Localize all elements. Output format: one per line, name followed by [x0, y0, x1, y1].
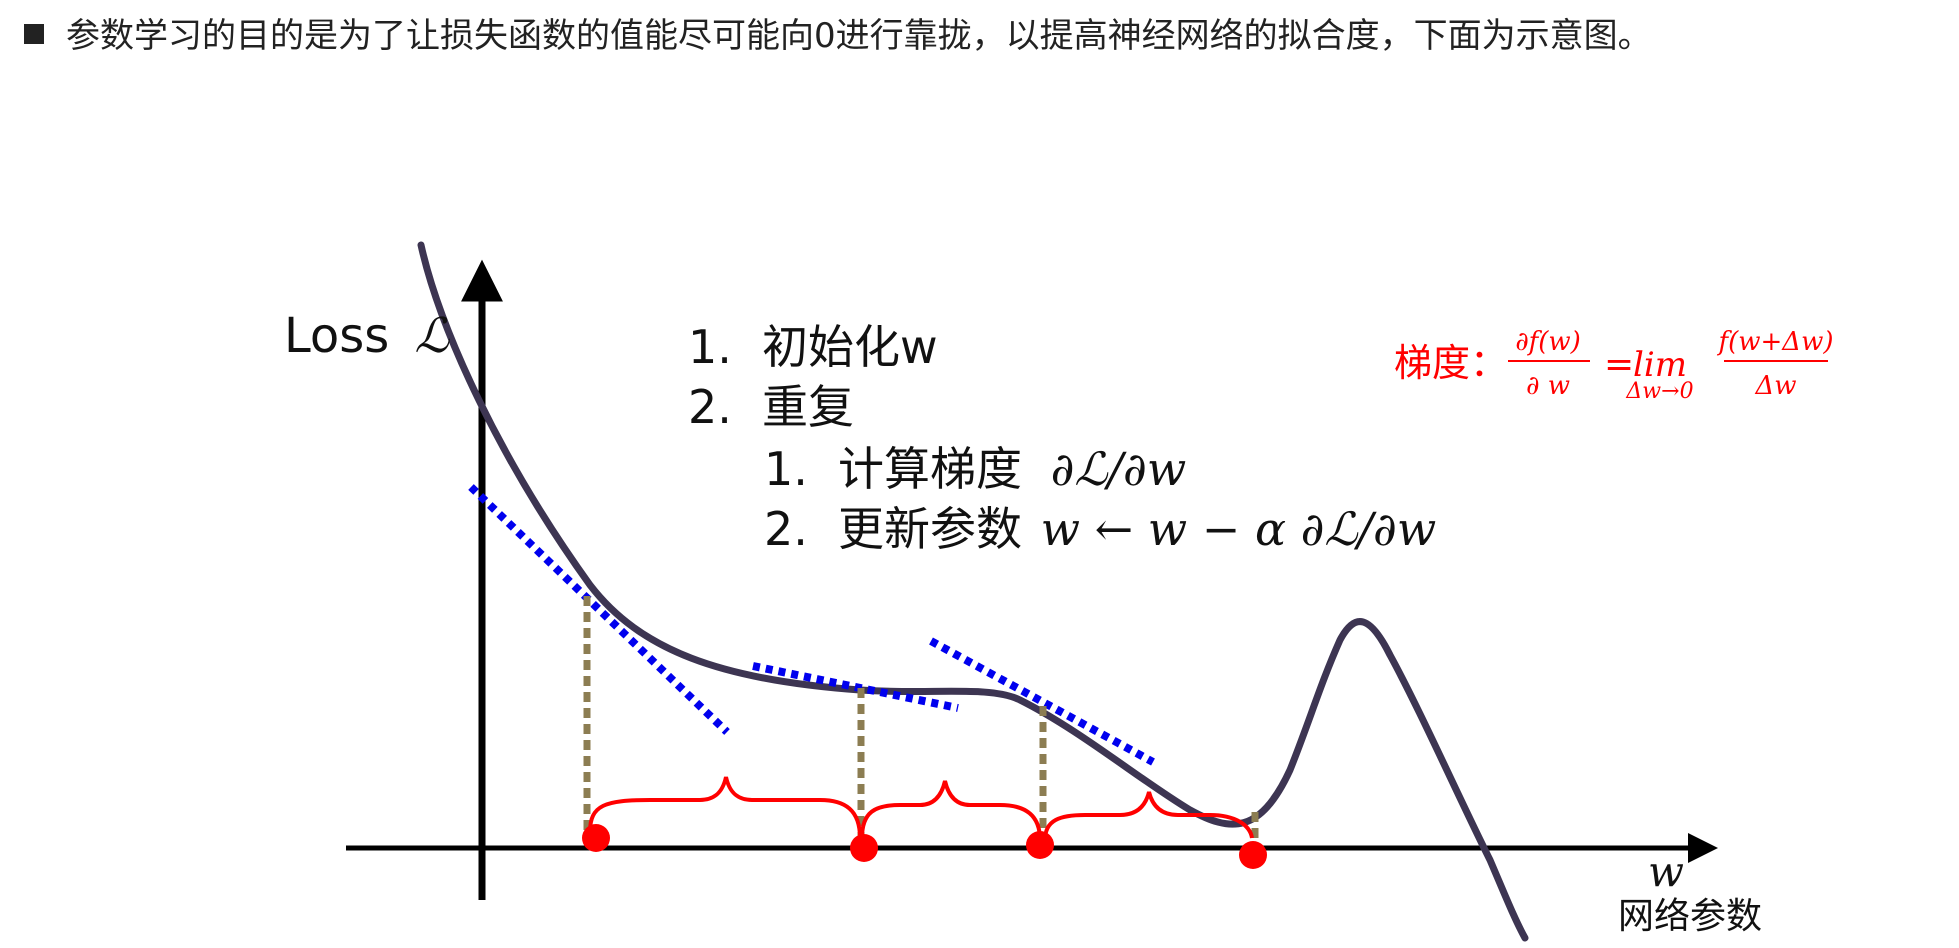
- loss-curve: [417, 241, 1529, 942]
- brace-3: [1043, 791, 1254, 841]
- step-2-text: 重复: [762, 380, 854, 434]
- gradient-label: 梯度：: [1394, 341, 1508, 385]
- gradient-formula: 梯度： ∂f(w) ∂ w = lim Δw→0 f(w+Δw) Δw: [1394, 327, 1833, 404]
- gradient-denominator: ∂ w: [1526, 371, 1570, 401]
- brace-1: [588, 776, 862, 839]
- square-bullet-icon: [24, 23, 44, 44]
- substep-2-number: 2.: [764, 502, 808, 556]
- substep-2-text: 更新参数: [838, 502, 1022, 556]
- gradient-frac-denominator: Δw: [1754, 371, 1796, 401]
- brace-2: [860, 780, 1042, 841]
- step-1-text: 初始化w: [762, 320, 938, 374]
- x-axis-label: 网络参数: [1618, 896, 1762, 937]
- x-axis-symbol: w: [1648, 847, 1684, 896]
- gradient-lim: lim: [1633, 345, 1687, 385]
- substep-1-text: 计算梯度: [838, 442, 1022, 496]
- point-2: [850, 834, 878, 862]
- y-axis-symbol: ℒ: [415, 308, 451, 364]
- algorithm-list: 1. 初始化w 2. 重复 1. 计算梯度 ∂ℒ/∂w 2. 更新参数 w ← …: [688, 320, 1436, 556]
- tangent-line-3: [929, 637, 1155, 766]
- step-2-number: 2.: [688, 380, 732, 434]
- tangent-line-1: [468, 484, 730, 735]
- substep-1-math: ∂ℒ/∂w: [1051, 442, 1187, 496]
- intro-line: 参数学习的目的是为了让损失函数的值能尽可能向0进行靠拢，以提高神经网络的拟合度，…: [24, 14, 1652, 58]
- substep-2-line: 更新参数 w ← w − α ∂ℒ/∂w: [838, 502, 1436, 556]
- y-axis-label: Loss ℒ: [284, 308, 451, 364]
- gradient-lim-subscript: Δw→0: [1625, 379, 1693, 404]
- step-1-number: 1.: [688, 320, 732, 374]
- gradient-frac-numerator: f(w+Δw): [1717, 327, 1834, 357]
- y-axis-label-text: Loss: [284, 308, 389, 364]
- tangent-line-2: [752, 662, 959, 712]
- substep-1-line: 计算梯度 ∂ℒ/∂w: [838, 442, 1186, 496]
- point-3: [1026, 831, 1054, 859]
- intro-text: 参数学习的目的是为了让损失函数的值能尽可能向0进行靠拢，以提高神经网络的拟合度，…: [66, 16, 1652, 56]
- point-4: [1239, 841, 1267, 869]
- substep-1-number: 1.: [764, 442, 808, 496]
- point-1: [582, 824, 610, 852]
- substep-2-math: w ← w − α ∂ℒ/∂w: [1041, 502, 1437, 556]
- gradient-numerator: ∂f(w): [1515, 327, 1581, 357]
- gradient-equals: =: [1604, 344, 1634, 385]
